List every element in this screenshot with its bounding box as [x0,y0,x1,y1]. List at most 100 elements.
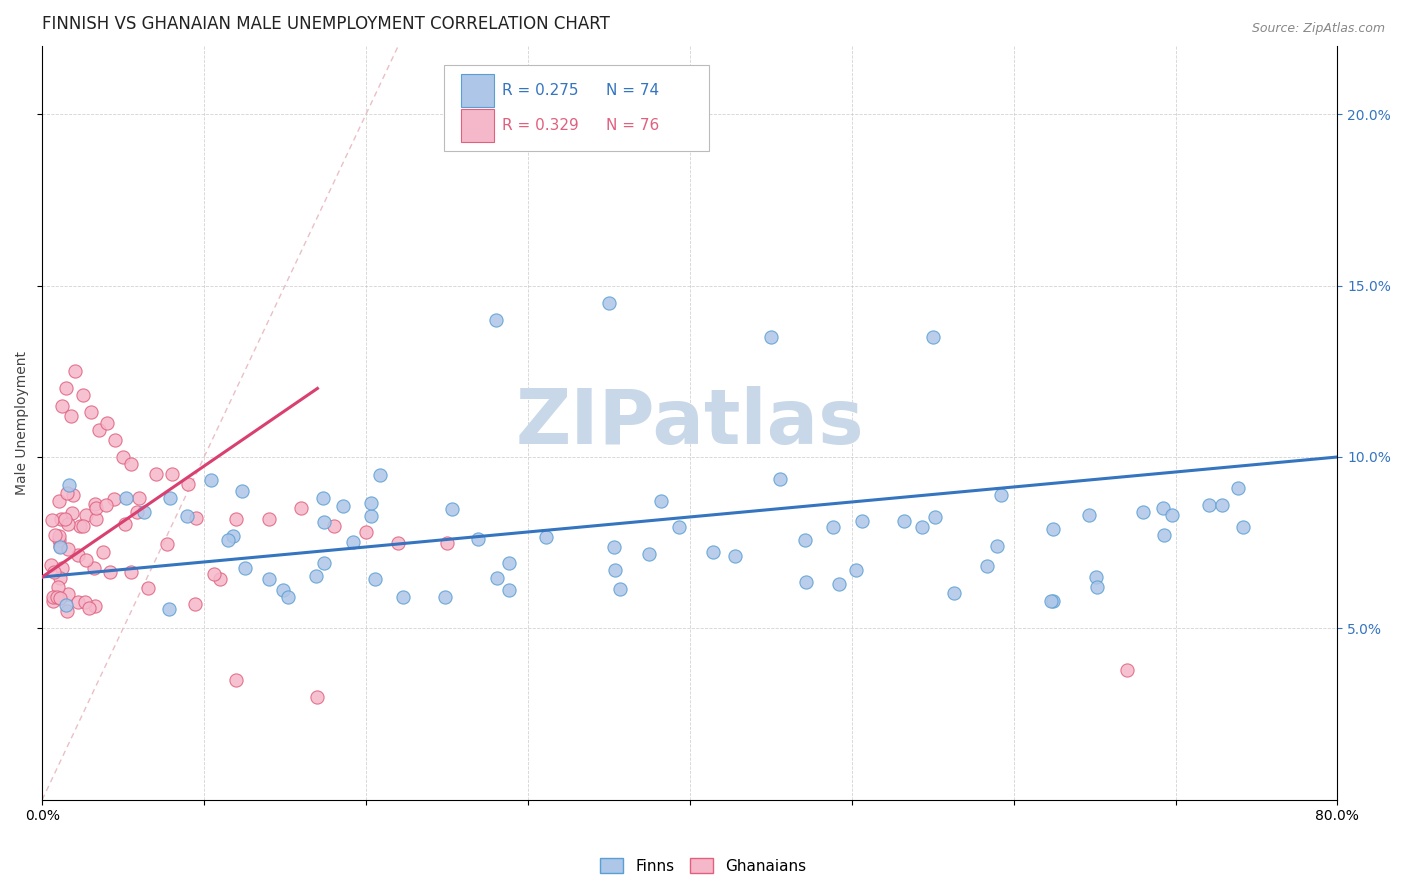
Point [145,467,167,482]
Point [1085,580,1108,594]
Point [56,603,79,617]
Point [222,529,245,543]
Point [56,587,79,601]
Point [159,491,181,506]
Point [83,497,105,511]
Point [49,512,72,526]
Point [498,556,520,570]
Point [225,673,247,687]
Point [821,520,844,534]
Point [49,540,72,554]
Point [46,581,69,595]
Point [55,381,77,395]
Legend: Finns, Ghanaians: Finns, Ghanaians [593,852,813,880]
Point [1232,520,1254,534]
Point [312,556,335,570]
Point [91,545,114,559]
Point [75,595,97,609]
Point [1152,501,1174,516]
Point [42,565,65,579]
Point [45,590,67,604]
Point [484,313,506,327]
Point [84,500,107,515]
Point [56,486,79,500]
Point [96,416,118,430]
Point [186,511,208,525]
Point [354,525,377,540]
Point [976,558,998,573]
Point [67,548,90,562]
Point [305,569,328,583]
Text: N = 76: N = 76 [606,118,659,133]
Point [55,598,77,612]
Point [44,527,66,541]
Point [49,539,72,553]
Point [75,553,97,567]
Y-axis label: Male Unemployment: Male Unemployment [15,351,30,495]
Point [60,409,83,423]
Point [84,511,107,525]
Text: ZIPatlas: ZIPatlas [516,385,865,459]
Point [157,602,180,616]
Point [235,561,257,575]
Point [98,565,121,579]
Point [360,496,382,510]
Text: R = 0.329: R = 0.329 [502,118,579,133]
Point [217,533,239,548]
Point [986,539,1008,553]
Point [49,591,72,606]
Point [794,533,817,548]
Point [605,563,627,577]
Point [434,590,457,604]
Point [51,399,73,413]
Point [332,499,354,513]
Point [911,519,934,533]
FancyBboxPatch shape [461,109,495,142]
Point [1039,593,1062,607]
Point [41,513,63,527]
Point [368,467,391,482]
Point [440,502,463,516]
Point [120,457,142,471]
Point [48,533,70,547]
Point [845,563,868,577]
Point [160,467,183,482]
Point [202,566,225,581]
Point [277,590,299,604]
Point [921,330,943,344]
FancyBboxPatch shape [444,64,709,152]
Point [42,593,65,607]
Point [436,535,458,549]
Point [392,590,415,604]
Point [1042,593,1064,607]
Point [84,599,107,613]
Text: Source: ZipAtlas.com: Source: ZipAtlas.com [1251,22,1385,36]
Point [486,571,509,585]
Point [650,493,672,508]
Point [1227,481,1250,495]
Point [231,484,253,499]
Point [759,330,782,344]
Point [62,488,84,502]
Point [1211,498,1233,512]
Point [104,433,127,447]
Point [257,511,280,525]
Text: N = 74: N = 74 [606,83,659,98]
Point [307,690,329,704]
Point [387,535,409,549]
Point [702,545,724,559]
Point [63,364,86,378]
Point [128,491,150,505]
Point [1153,528,1175,542]
Point [87,423,110,437]
Point [312,491,335,505]
Point [225,511,247,525]
Point [125,505,148,519]
Point [62,507,84,521]
Point [534,530,557,544]
Point [58,541,80,556]
Point [360,509,382,524]
Point [851,514,873,528]
Point [49,570,72,584]
Point [75,508,97,522]
